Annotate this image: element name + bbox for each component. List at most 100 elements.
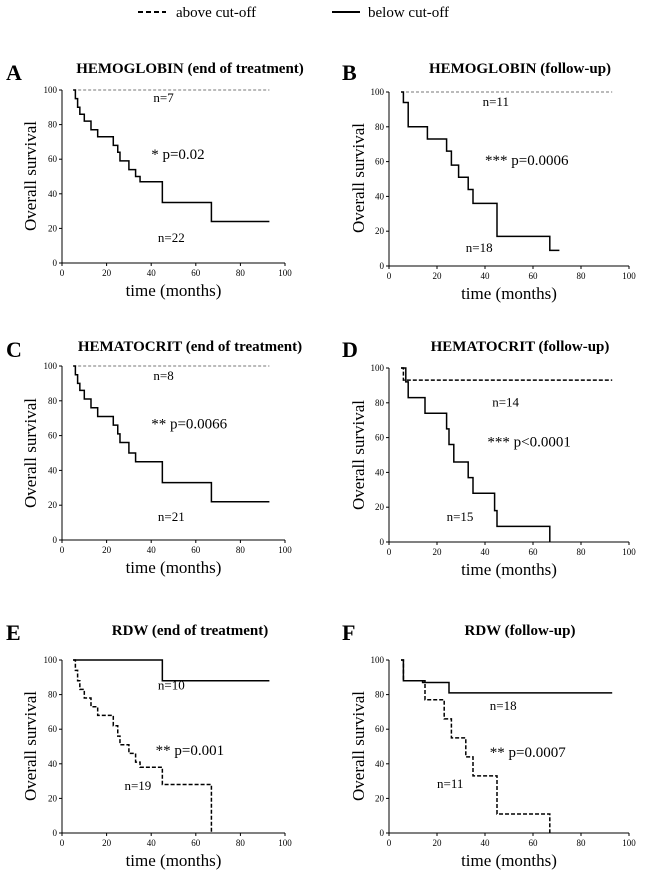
y-tick-label: 0	[380, 537, 385, 547]
legend-label: below cut-off	[368, 5, 449, 21]
y-tick-label: 40	[48, 189, 58, 199]
km-curve-below-cut-off	[401, 659, 613, 694]
x-tick-label: 40	[481, 838, 491, 848]
x-tick-label: 100	[622, 838, 636, 848]
n-label: n=10	[158, 677, 185, 692]
panel-title: HEMATOCRIT (follow-up)	[431, 339, 610, 355]
panel-title: HEMOGLOBIN (follow-up)	[429, 61, 611, 77]
y-tick-label: 60	[375, 724, 385, 734]
x-tick-label: 0	[387, 271, 392, 281]
km-curve-above-cut-off	[401, 659, 551, 833]
x-tick-label: 60	[191, 268, 201, 278]
y-tick-label: 60	[48, 431, 58, 441]
x-tick-label: 60	[529, 838, 539, 848]
y-tick-label: 80	[48, 120, 58, 130]
p-value-label: *** p<0.0001	[487, 434, 570, 450]
y-tick-label: 20	[375, 502, 385, 512]
panel-d: D HEMATOCRIT (follow-up) 0 20 40 60 80 100 0 20 40…	[342, 337, 636, 579]
y-tick-label: 0	[380, 261, 385, 271]
x-tick-label: 100	[278, 545, 292, 555]
y-tick-label: 100	[44, 85, 58, 95]
x-tick-label: 80	[577, 271, 587, 281]
panel-f: F RDW (follow-up) 0 20 40 60 80 100 0 20 40 60 80 100…	[342, 620, 636, 870]
y-tick-label: 100	[371, 363, 385, 373]
x-axis-label: time (months)	[461, 284, 557, 303]
legend-label: above cut-off	[176, 5, 256, 21]
x-tick-label: 20	[433, 547, 443, 557]
panel-b: B HEMOGLOBIN (follow-up) 0 20 40 60 80 100 0 20 40…	[342, 60, 636, 303]
km-curve-below-cut-off	[73, 365, 270, 503]
p-value-label: ** p=0.0066	[151, 417, 227, 433]
x-tick-label: 0	[60, 545, 65, 555]
x-tick-label: 60	[191, 838, 201, 848]
x-axis-label: time (months)	[126, 281, 222, 300]
n-label: n=11	[437, 776, 463, 791]
km-curve-below-cut-off	[401, 91, 560, 252]
panel-letter: C	[6, 337, 22, 362]
n-label: n=11	[483, 94, 509, 109]
x-tick-label: 100	[278, 838, 292, 848]
x-axis-label: time (months)	[126, 558, 222, 577]
x-tick-label: 100	[622, 547, 636, 557]
p-value-label: * p=0.02	[151, 147, 204, 163]
x-tick-label: 20	[102, 838, 112, 848]
y-tick-label: 20	[375, 226, 385, 236]
p-value-label: *** p=0.0006	[485, 153, 569, 169]
panel-letter: A	[6, 60, 22, 85]
y-tick-label: 60	[375, 433, 385, 443]
n-label: n=14	[492, 394, 519, 409]
x-axis-label: time (months)	[461, 560, 557, 579]
n-label: n=19	[124, 778, 151, 793]
y-tick-label: 60	[375, 157, 385, 167]
y-tick-label: 60	[48, 154, 58, 164]
km-curve-below-cut-off	[73, 659, 270, 682]
y-axis-label: Overall survival	[349, 691, 368, 801]
y-tick-label: 100	[371, 655, 385, 665]
km-curve-above-cut-off	[73, 659, 213, 833]
n-label: n=18	[490, 698, 517, 713]
x-tick-label: 100	[622, 271, 636, 281]
y-tick-label: 40	[48, 465, 58, 475]
y-tick-label: 40	[375, 191, 385, 201]
x-tick-label: 80	[236, 268, 246, 278]
y-tick-label: 80	[375, 122, 385, 132]
panel-letter: E	[6, 620, 21, 645]
y-tick-label: 20	[375, 793, 385, 803]
n-label: n=18	[466, 240, 493, 255]
y-tick-label: 0	[53, 828, 58, 838]
x-axis-label: time (months)	[461, 851, 557, 870]
n-label: n=22	[158, 230, 185, 245]
y-tick-label: 40	[48, 759, 58, 769]
y-tick-label: 40	[375, 467, 385, 477]
x-tick-label: 0	[387, 838, 392, 848]
y-tick-label: 60	[48, 724, 58, 734]
y-tick-label: 20	[48, 223, 58, 233]
y-tick-label: 20	[48, 500, 58, 510]
x-tick-label: 80	[236, 838, 246, 848]
x-tick-label: 80	[577, 838, 587, 848]
y-tick-label: 100	[44, 361, 58, 371]
panel-title: HEMOGLOBIN (end of treatment)	[76, 61, 304, 77]
panel-title: RDW (end of treatment)	[112, 623, 269, 639]
panel-letter: F	[342, 620, 355, 645]
panel-title: HEMATOCRIT (end of treatment)	[78, 339, 302, 355]
x-axis-label: time (months)	[126, 851, 222, 870]
panel-title: RDW (follow-up)	[465, 623, 576, 639]
y-axis-label: Overall survival	[21, 398, 40, 508]
y-tick-label: 80	[375, 398, 385, 408]
y-axis-label: Overall survival	[21, 121, 40, 231]
y-tick-label: 40	[375, 759, 385, 769]
x-tick-label: 20	[102, 545, 112, 555]
y-tick-label: 80	[48, 690, 58, 700]
x-tick-label: 0	[60, 838, 65, 848]
x-tick-label: 40	[147, 545, 157, 555]
x-tick-label: 0	[387, 547, 392, 557]
y-axis-label: Overall survival	[349, 400, 368, 510]
panel-a: A HEMOGLOBIN (end of treatment) 0 20 40 60 80 1…	[6, 60, 304, 300]
y-axis-label: Overall survival	[349, 123, 368, 233]
x-tick-label: 20	[433, 271, 443, 281]
n-label: n=21	[158, 509, 185, 524]
x-tick-label: 0	[60, 268, 65, 278]
p-value-label: ** p=0.0007	[490, 745, 566, 761]
